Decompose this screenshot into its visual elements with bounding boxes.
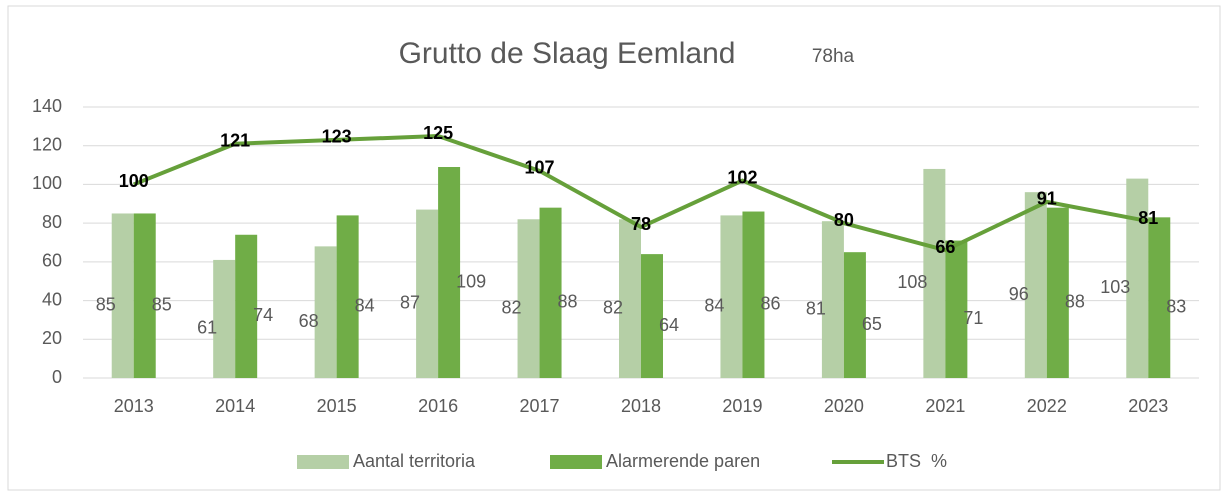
bar — [1024, 192, 1047, 378]
value-label: 84 — [355, 295, 375, 315]
line-value-label: 102 — [727, 167, 757, 187]
bar — [720, 215, 743, 378]
legend-label: Alarmerende paren — [606, 451, 760, 471]
legend-label: Aantal territoria — [353, 451, 476, 471]
bar — [742, 211, 765, 378]
chart-subtitle: 78ha — [812, 46, 855, 67]
line-value-label: 121 — [220, 131, 250, 151]
bar — [133, 213, 156, 378]
line-value-label: 100 — [119, 171, 149, 191]
legend-label: BTS % — [886, 451, 947, 471]
y-tick-label: 60 — [42, 251, 62, 271]
line-value-label: 66 — [935, 237, 955, 257]
y-tick-label: 80 — [42, 212, 62, 232]
x-tick-label: 2014 — [215, 396, 255, 416]
x-tick-label: 2016 — [418, 396, 458, 416]
line-value-label: 107 — [525, 158, 555, 178]
y-tick-label: 100 — [32, 173, 62, 193]
value-label: 85 — [96, 294, 116, 314]
line-value-label: 81 — [1138, 208, 1158, 228]
bar — [945, 240, 968, 378]
chart-title: Grutto de Slaag Eemland — [399, 37, 736, 70]
y-tick-label: 20 — [42, 328, 62, 348]
value-label: 86 — [760, 294, 780, 314]
value-label: 88 — [1065, 292, 1085, 312]
y-tick-label: 0 — [52, 367, 62, 387]
value-label: 103 — [1100, 277, 1130, 297]
value-label: 84 — [704, 295, 724, 315]
value-label: 61 — [197, 318, 217, 338]
value-label: 87 — [400, 293, 420, 313]
bar — [821, 221, 844, 378]
value-label: 109 — [456, 271, 486, 291]
bar — [416, 209, 439, 378]
x-tick-label: 2020 — [824, 396, 864, 416]
value-label: 71 — [963, 308, 983, 328]
bar — [336, 215, 359, 378]
chart-border — [7, 5, 1221, 491]
value-label: 74 — [253, 305, 273, 325]
y-tick-label: 120 — [32, 134, 62, 154]
bar — [517, 219, 540, 378]
value-label: 64 — [659, 315, 679, 335]
bar — [641, 254, 663, 378]
y-tick-label: 40 — [42, 289, 62, 309]
bar — [438, 167, 461, 378]
y-tick-label: 140 — [32, 96, 62, 116]
x-tick-label: 2019 — [722, 396, 762, 416]
value-label: 108 — [897, 272, 927, 292]
bar — [1046, 207, 1069, 378]
line-value-label: 80 — [834, 210, 854, 230]
value-label: 82 — [603, 297, 623, 317]
bar — [213, 259, 236, 378]
line-value-label: 123 — [322, 127, 352, 147]
value-label: 88 — [558, 292, 578, 312]
value-label: 83 — [1166, 296, 1186, 316]
value-label: 65 — [862, 314, 882, 334]
line-value-label: 125 — [423, 123, 453, 143]
line — [132, 134, 1149, 253]
bar — [1148, 217, 1171, 378]
line-value-label: 78 — [631, 214, 651, 234]
bar — [111, 213, 134, 378]
x-tick-label: 2015 — [317, 396, 357, 416]
value-label: 85 — [152, 294, 172, 314]
x-tick-label: 2022 — [1027, 396, 1067, 416]
legend-swatch — [550, 455, 602, 469]
value-label: 68 — [299, 311, 319, 331]
bar — [235, 234, 258, 378]
bar — [1126, 178, 1149, 378]
x-tick-label: 2013 — [114, 396, 154, 416]
legend-swatch — [297, 455, 349, 469]
x-tick-label: 2021 — [925, 396, 965, 416]
value-label: 82 — [502, 297, 522, 317]
bar — [923, 168, 946, 378]
bar — [619, 219, 641, 378]
value-label: 96 — [1009, 284, 1029, 304]
bar — [843, 252, 866, 378]
bar — [314, 246, 337, 378]
line-value-label: 91 — [1037, 189, 1057, 209]
x-tick-label: 2017 — [520, 396, 560, 416]
x-tick-label: 2023 — [1128, 396, 1168, 416]
x-tick-label: 2018 — [621, 396, 661, 416]
value-label: 81 — [806, 298, 826, 318]
bar — [539, 207, 562, 378]
